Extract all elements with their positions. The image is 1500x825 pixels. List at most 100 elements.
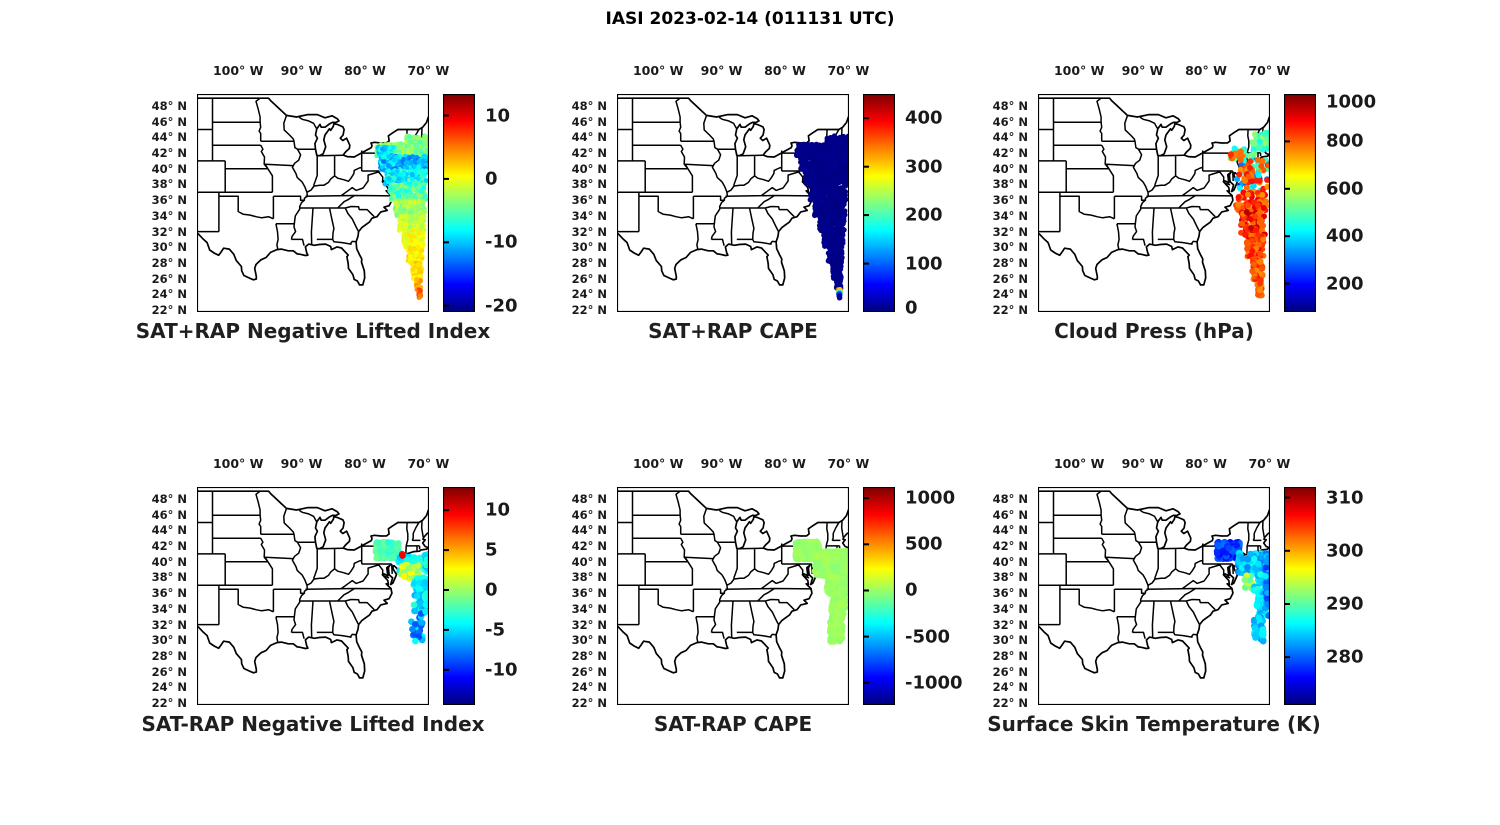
- figure-title: IASI 2023-02-14 (011131 UTC): [605, 9, 895, 29]
- us-outline: [1038, 490, 1270, 679]
- lat-tick-label: 32° N: [992, 224, 1028, 239]
- lon-tick-label: 90° W: [280, 456, 323, 471]
- lat-tick-label: 48° N: [571, 99, 607, 113]
- lon-tick-label: 80° W: [344, 456, 386, 471]
- lat-tick-label: 22° N: [571, 303, 607, 318]
- scatter-layer-sat-plus-rap-nli: [374, 133, 429, 300]
- lat-tick-label: 40° N: [992, 554, 1028, 569]
- lat-tick-label: 30° N: [571, 240, 607, 255]
- colorbar-tick-label: 800: [1326, 130, 1364, 152]
- lat-tick-label: 42° N: [151, 146, 187, 161]
- lat-tick-label: 46° N: [571, 507, 607, 522]
- lat-tick-label: 26° N: [571, 271, 607, 286]
- lat-tick-label: 42° N: [571, 539, 607, 554]
- lon-tick-label: 70° W: [827, 63, 870, 78]
- colorbar-tick-label: 310: [1326, 487, 1364, 509]
- scatter-layer-sat-minus-rap-cape: [792, 538, 849, 645]
- colorbar-sat-minus-rap-cape: [863, 487, 895, 705]
- lat-tick-label: 28° N: [151, 255, 187, 270]
- lon-tick-label: 100° W: [1053, 63, 1105, 78]
- lon-tick-label: 80° W: [764, 456, 806, 471]
- lat-tick-label: 46° N: [151, 114, 187, 129]
- lon-tick-label: 80° W: [764, 63, 806, 78]
- lat-tick-label: 22° N: [571, 696, 607, 711]
- lat-tick-label: 26° N: [151, 271, 187, 286]
- lat-tick-label: 40° N: [571, 161, 607, 176]
- map-sat-minus-rap-nli: [197, 487, 429, 705]
- colorbar-tick-label: 290: [1326, 593, 1364, 615]
- lon-tick-label: 90° W: [700, 63, 743, 78]
- lat-tick-label: 28° N: [992, 648, 1028, 663]
- colorbar-surface-skin-temp: [1284, 487, 1316, 705]
- colorbar-tick-label: -5: [485, 619, 505, 641]
- lat-tick-label: 26° N: [992, 664, 1028, 679]
- lat-tick-label: 38° N: [151, 177, 187, 192]
- colorbar-tick-label: 10: [485, 499, 511, 521]
- colorbar-cloud-press: [1284, 94, 1316, 312]
- lat-tick-label: 30° N: [992, 240, 1028, 255]
- lat-tick-label: 30° N: [571, 633, 607, 648]
- lat-tick-label: 44° N: [151, 523, 187, 538]
- lat-tick-label: 34° N: [571, 601, 607, 616]
- lon-tick-label: 100° W: [632, 63, 684, 78]
- lat-tick-label: 44° N: [571, 130, 607, 145]
- lon-tick-label: 90° W: [1121, 456, 1164, 471]
- panel-title-sat-plus-rap-cape: SAT+RAP CAPE: [648, 319, 818, 343]
- lat-tick-label: 38° N: [992, 177, 1028, 192]
- lat-tick-label: 22° N: [151, 303, 187, 318]
- lat-tick-label: 34° N: [992, 208, 1028, 223]
- lat-tick-label: 32° N: [151, 617, 187, 632]
- lat-tick-label: 26° N: [571, 664, 607, 679]
- lat-tick-label: 30° N: [151, 240, 187, 255]
- lat-tick-label: 32° N: [571, 617, 607, 632]
- lat-tick-label: 40° N: [992, 161, 1028, 176]
- lat-tick-label: 32° N: [151, 224, 187, 239]
- lat-tick-label: 24° N: [571, 287, 607, 302]
- lat-tick-label: 34° N: [571, 208, 607, 223]
- lat-tick-label: 48° N: [992, 492, 1028, 506]
- lon-tick-label: 100° W: [632, 456, 684, 471]
- map-cloud-press: [1038, 94, 1270, 312]
- lat-tick-label: 30° N: [992, 633, 1028, 648]
- colorbar-tick-label: 600: [1326, 178, 1364, 200]
- lat-tick-label: 28° N: [151, 648, 187, 663]
- lat-tick-label: 42° N: [992, 146, 1028, 161]
- lon-tick-label: 70° W: [1248, 63, 1291, 78]
- lon-tick-label: 80° W: [344, 63, 386, 78]
- map-sat-minus-rap-cape: [617, 487, 849, 705]
- lat-tick-label: 46° N: [151, 507, 187, 522]
- lat-tick-label: 38° N: [151, 570, 187, 585]
- lat-tick-label: 38° N: [571, 570, 607, 585]
- colorbar-tick-label: 0: [485, 579, 498, 601]
- panel-title-surface-skin-temp: Surface Skin Temperature (K): [987, 712, 1321, 736]
- colorbar-tick-label: 10: [485, 105, 511, 127]
- us-outline: [197, 490, 429, 679]
- lat-tick-label: 40° N: [151, 554, 187, 569]
- axes-frame: [197, 94, 429, 312]
- colorbar-tick-label: 1000: [905, 487, 956, 509]
- lat-tick-label: 48° N: [151, 492, 187, 506]
- state-borders: [1038, 97, 1265, 250]
- lat-tick-label: 42° N: [571, 146, 607, 161]
- colorbar-tick-label: 0: [905, 579, 918, 601]
- axes-frame: [617, 94, 849, 312]
- lat-tick-label: 24° N: [151, 680, 187, 695]
- scatter-layer-sat-minus-rap-nli: [372, 538, 429, 645]
- lon-tick-label: 90° W: [1121, 63, 1164, 78]
- colorbar-sat-plus-rap-nli: [443, 94, 475, 312]
- lat-tick-label: 28° N: [571, 648, 607, 663]
- colorbar-tick-label: 5: [485, 539, 498, 561]
- lon-tick-label: 80° W: [1185, 63, 1227, 78]
- lat-tick-label: 42° N: [992, 539, 1028, 554]
- colorbar-tick-label: 1000: [1326, 91, 1377, 113]
- lat-tick-label: 36° N: [571, 586, 607, 601]
- lat-tick-label: 36° N: [571, 193, 607, 208]
- lat-tick-label: 24° N: [151, 287, 187, 302]
- axes-frame: [1038, 487, 1270, 705]
- scatter-layer-cloud-press: [1227, 129, 1270, 299]
- lat-tick-label: 34° N: [151, 601, 187, 616]
- lon-tick-label: 70° W: [407, 456, 450, 471]
- panel-title-sat-plus-rap-nli: SAT+RAP Negative Lifted Index: [135, 319, 491, 343]
- lat-tick-label: 46° N: [571, 114, 607, 129]
